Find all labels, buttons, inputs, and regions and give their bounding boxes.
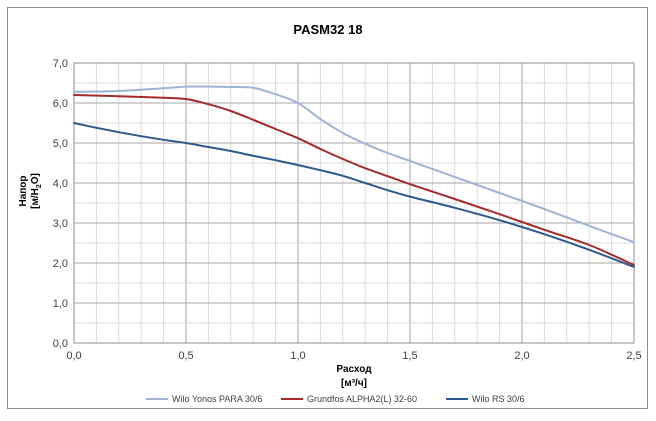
y-axis-title: Напор xyxy=(18,175,29,206)
grid-layer xyxy=(73,62,635,344)
x-axis-title: Расход xyxy=(336,364,372,375)
y-tick-label: 4,0 xyxy=(53,178,68,190)
y-unit-part-2: O] xyxy=(30,173,41,184)
x-axis-unit: [м³/ч] xyxy=(341,378,367,389)
x-tick-label: 0,5 xyxy=(178,350,193,362)
plot-area-border xyxy=(73,62,635,344)
y-tick-label: 6,0 xyxy=(53,98,68,110)
x-tick-label: 1,0 xyxy=(290,350,305,362)
x-tick-label: 2,5 xyxy=(626,350,641,362)
legend-label: Wilo Yonos PARA 30/6 xyxy=(172,394,262,404)
tick-labels: 0,0 0,5 1,0 1,5 2,0 2,5 0,0 1,0 2,0 3,0 4,0 5,0 6,0 7… xyxy=(53,58,642,362)
y-axis-unit: [м/H2O] xyxy=(30,173,43,209)
series-layer xyxy=(73,85,635,268)
line-chart: PASM32 18 0,0 0,5 1,0 1,5 2,0 2,5 0,0 1,0 2,0 3,0… xyxy=(18,22,642,404)
series-line-2 xyxy=(73,94,635,266)
x-tick-label: 1,5 xyxy=(402,350,417,362)
y-tick-label: 7,0 xyxy=(53,58,68,70)
y-tick-label: 3,0 xyxy=(53,218,68,230)
x-tick-label: 0,0 xyxy=(66,350,81,362)
series-line-3 xyxy=(73,122,635,268)
y-axis-title-group: Напор [м/H2O] xyxy=(18,173,43,209)
y-tick-label: 2,0 xyxy=(53,258,68,270)
y-unit-part-1: [м/H xyxy=(30,188,41,209)
series-line-1 xyxy=(73,85,635,244)
y-unit-subscript: 2 xyxy=(36,184,43,188)
y-tick-label: 0,0 xyxy=(53,338,68,350)
chart-frame: PASM32 18 0,0 0,5 1,0 1,5 2,0 2,5 0,0 1,0 2,0 3,0… xyxy=(7,7,648,409)
legend-label: Wilo RS 30/6 xyxy=(472,394,525,404)
legend-label: Grundfos ALPHA2(L) 32-60 xyxy=(307,394,417,404)
chart-title: PASM32 18 xyxy=(293,22,362,37)
y-tick-label: 5,0 xyxy=(53,138,68,150)
y-tick-label: 1,0 xyxy=(53,298,68,310)
legend: Wilo Yonos PARA 30/6 Grundfos ALPHA2(L) 3… xyxy=(146,394,525,404)
x-tick-label: 2,0 xyxy=(514,350,529,362)
